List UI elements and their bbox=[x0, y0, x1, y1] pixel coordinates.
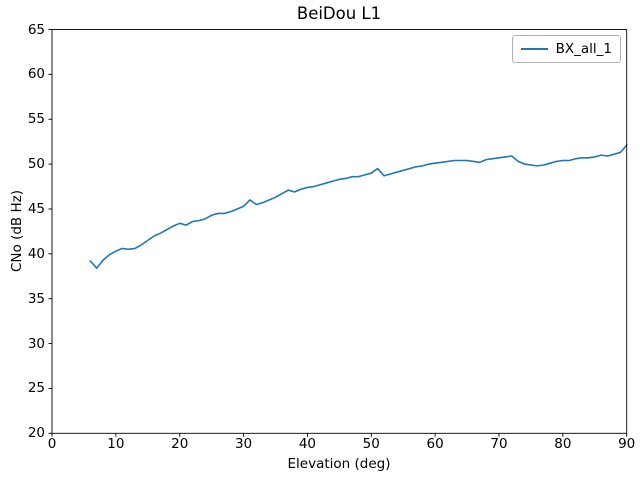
x-axis-label: Elevation (deg) bbox=[287, 456, 391, 472]
y-tick-label: 55 bbox=[27, 111, 45, 128]
data-line bbox=[89, 144, 628, 269]
y-tick-label: 60 bbox=[27, 66, 45, 83]
x-tick-label: 30 bbox=[234, 436, 253, 452]
x-tick-label: 20 bbox=[171, 436, 189, 452]
legend: BX_all_1 bbox=[511, 35, 621, 63]
y-tick-label: 25 bbox=[27, 380, 45, 397]
chart-title: BeiDou L1 bbox=[296, 4, 382, 23]
y-tick-label: 50 bbox=[27, 156, 45, 173]
legend-label: BX_all_1 bbox=[555, 41, 612, 57]
x-tick-label: 40 bbox=[298, 436, 317, 452]
y-tick-label: 65 bbox=[27, 21, 45, 38]
x-tick-label: 80 bbox=[554, 436, 572, 452]
y-tick-label: 30 bbox=[27, 335, 45, 352]
x-tick-label: 0 bbox=[47, 436, 57, 452]
x-tick-label: 70 bbox=[490, 436, 508, 452]
axes-frame bbox=[51, 29, 628, 434]
legend-line-sample bbox=[520, 48, 548, 50]
x-tick-label: 10 bbox=[107, 436, 125, 452]
y-tick-label: 40 bbox=[27, 245, 45, 262]
y-tick-label: 35 bbox=[27, 290, 45, 307]
y-tick-label: 45 bbox=[27, 200, 45, 217]
x-tick-label: 50 bbox=[362, 436, 380, 452]
x-tick-label: 60 bbox=[426, 436, 444, 452]
y-tick-label: 20 bbox=[27, 425, 45, 442]
x-tick-label: 90 bbox=[618, 436, 636, 452]
y-axis-label: CNo (dB Hz) bbox=[9, 190, 25, 272]
